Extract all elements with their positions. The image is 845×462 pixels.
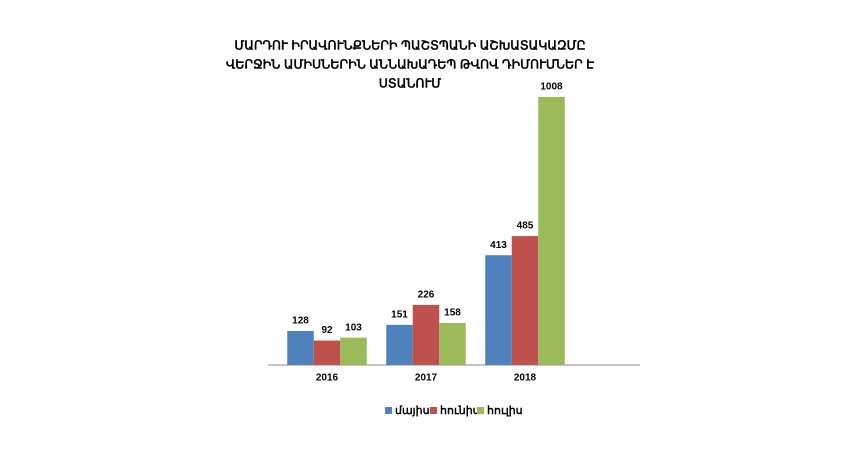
bar <box>313 340 341 365</box>
x-tick-label: 2017 <box>415 373 438 384</box>
x-tick-label: 2016 <box>316 373 339 384</box>
bar <box>538 97 565 365</box>
data-label: 413 <box>490 240 507 251</box>
bar <box>485 255 512 365</box>
bar <box>412 304 440 365</box>
legend-marker <box>385 407 392 414</box>
data-label: 485 <box>517 221 534 232</box>
legend-label: հուլիս <box>487 404 523 417</box>
bar <box>511 236 539 365</box>
chart-title: ՄԱՐԴՈՒ ԻՐԱՎՈՒՆՔՆԵՐԻ ՊԱՇՏՊԱՆԻ ԱՇԽԱՏԱԿԱԶՄԸ <box>234 38 585 52</box>
legend-marker <box>430 407 437 414</box>
chart-title: ՍՏԱՆՈՒՄ <box>379 76 443 90</box>
data-label: 92 <box>321 325 333 336</box>
x-tick-label: 2018 <box>514 373 537 384</box>
legend-marker <box>477 407 484 414</box>
bar <box>340 337 367 365</box>
bar <box>386 324 413 365</box>
data-label: 103 <box>345 322 362 333</box>
data-label: 128 <box>292 316 309 327</box>
legend-label: մայիս <box>395 405 430 417</box>
data-label: 226 <box>418 290 435 301</box>
chart-title: ՎԵՐՋԻՆ ԱՄԻՍՆԵՐԻՆ ԱՆՆԱԽԱԴԵՊ ԹՎՈՎ ԴԻՄՈՒՄՆԵ… <box>226 57 595 71</box>
bar <box>287 330 314 365</box>
data-label: 158 <box>444 308 461 319</box>
legend-label: հունիս <box>440 404 480 417</box>
data-label: 1008 <box>540 82 563 93</box>
bar <box>439 322 466 365</box>
data-label: 151 <box>391 309 408 320</box>
